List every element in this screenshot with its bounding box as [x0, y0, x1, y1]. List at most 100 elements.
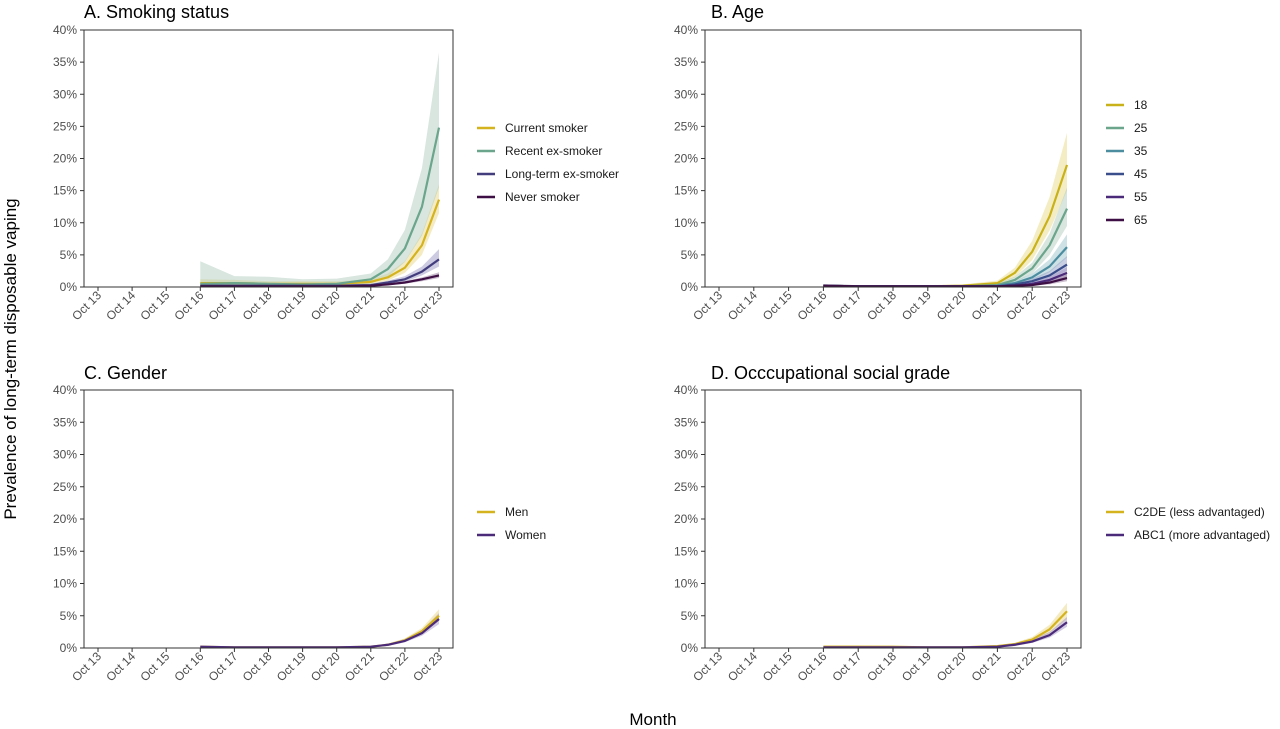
x-tick-label: Oct 20: [934, 288, 969, 323]
y-tick-label: 5%: [60, 609, 78, 623]
series-line: [823, 276, 1068, 288]
x-tick-label: Oct 19: [899, 288, 934, 323]
x-tick-label: Oct 18: [240, 288, 275, 323]
x-tick-label: Oct 15: [137, 649, 172, 684]
panels-group: A. Smoking status 0% 5% 10% 15% 20% 25% 30% 35% 4…: [53, 2, 1270, 684]
series-line: [200, 127, 441, 286]
y-tick-label: 10%: [674, 577, 698, 591]
y-tick-label: 25%: [674, 480, 698, 494]
legend-label: 55: [1134, 190, 1148, 204]
y-tick-label: 35%: [674, 55, 698, 69]
panel-title: A. Smoking status: [84, 2, 229, 22]
legend-label: ABC1 (more advantaged): [1134, 528, 1270, 542]
panel-social-grade: D. Occcupational social grade 0% 5% 10% 15% 2…: [674, 363, 1270, 684]
confidence-band: [823, 267, 1067, 287]
panel-title: D. Occcupational social grade: [711, 363, 950, 383]
y-tick-label: 5%: [681, 609, 699, 623]
legend: Men Women: [477, 505, 546, 542]
x-tick-label: Oct 23: [410, 288, 445, 323]
legend: Current smoker Recent ex-smoker Long-term …: [477, 121, 619, 204]
y-tick-label: 30%: [53, 448, 77, 462]
legend-label: Long-term ex-smoker: [505, 167, 619, 181]
y-tick-label: 35%: [674, 415, 698, 429]
y-tick-label: 10%: [53, 577, 77, 591]
y-tick-label: 30%: [674, 448, 698, 462]
plot-frame: [83, 389, 454, 649]
legend-label: 18: [1134, 98, 1148, 112]
x-tick-label: Oct 22: [1003, 288, 1038, 323]
x-tick-label: Oct 20: [308, 288, 343, 323]
y-tick-label: 40%: [674, 23, 698, 37]
series-line: [200, 618, 440, 649]
y-tick-label: 20%: [674, 512, 698, 526]
plot-frame: [83, 29, 454, 288]
y-tick-label: 35%: [53, 55, 77, 69]
x-tick-label: Oct 23: [1038, 288, 1073, 323]
y-tick-label: 15%: [674, 544, 698, 558]
x-tick-label: Oct 22: [376, 649, 411, 684]
x-tick-label: Oct 18: [240, 649, 275, 684]
y-tick-label: 5%: [60, 248, 78, 262]
y-tick-label: 20%: [674, 152, 698, 166]
y-tick-label: 30%: [53, 87, 77, 101]
x-tick-label: Oct 17: [829, 288, 864, 323]
y-tick-label: 0%: [60, 280, 78, 294]
x-tick-label: Oct 17: [829, 649, 864, 684]
confidence-band: [200, 613, 439, 648]
panel-title: C. Gender: [84, 363, 167, 383]
x-tick-label: Oct 20: [308, 649, 343, 684]
legend: C2DE (less advantaged) ABC1 (more advanta…: [1106, 505, 1270, 542]
x-tick-label: Oct 21: [342, 288, 377, 323]
legend-label: Current smoker: [505, 121, 588, 135]
x-tick-label: Oct 16: [172, 649, 207, 684]
y-tick-label: 25%: [53, 480, 77, 494]
x-tick-label: Oct 16: [172, 288, 207, 323]
x-tick-label: Oct 21: [342, 649, 377, 684]
x-tick-label: Oct 17: [206, 288, 241, 323]
x-tick-label: Oct 14: [725, 288, 760, 323]
legend-label: 65: [1134, 213, 1148, 227]
y-tick-label: 35%: [53, 415, 77, 429]
y-tick-label: 25%: [674, 119, 698, 133]
x-tick-label: Oct 15: [137, 288, 172, 323]
y-tick-label: 20%: [53, 512, 77, 526]
y-tick-label: 20%: [53, 152, 77, 166]
x-tick-label: Oct 14: [725, 649, 760, 684]
y-tick-label: 15%: [53, 184, 77, 198]
y-tick-label: 10%: [674, 216, 698, 230]
x-tick-label: Oct 15: [760, 288, 795, 323]
confidence-band: [823, 187, 1067, 287]
legend-label: Recent ex-smoker: [505, 144, 602, 158]
x-tick-label: Oct 18: [864, 288, 899, 323]
y-tick-label: 30%: [674, 87, 698, 101]
x-tick-label: Oct 21: [969, 649, 1004, 684]
legend-label: 25: [1134, 121, 1148, 135]
y-tick-label: 0%: [60, 641, 78, 655]
plot-frame: [704, 29, 1082, 288]
x-tick-label: Oct 21: [969, 288, 1004, 323]
y-axis-title: Prevalence of long-term disposable vapin…: [1, 198, 20, 519]
legend-label: Men: [505, 505, 528, 519]
y-tick-label: 25%: [53, 119, 77, 133]
x-tick-label: Oct 19: [899, 649, 934, 684]
panel-title: B. Age: [711, 2, 764, 22]
y-tick-label: 15%: [674, 184, 698, 198]
plot-frame: [704, 389, 1082, 649]
x-tick-label: Oct 16: [795, 649, 830, 684]
y-tick-label: 40%: [674, 383, 698, 397]
confidence-band: [823, 132, 1067, 287]
x-tick-label: Oct 14: [103, 288, 138, 323]
x-tick-label: Oct 19: [274, 288, 309, 323]
x-tick-label: Oct 14: [103, 649, 138, 684]
legend-label: C2DE (less advantaged): [1134, 505, 1265, 519]
x-tick-label: Oct 22: [376, 288, 411, 323]
x-axis-title: Month: [629, 710, 676, 729]
y-tick-label: 15%: [53, 544, 77, 558]
series-line: [200, 614, 440, 649]
y-tick-label: 40%: [53, 383, 77, 397]
x-tick-label: Oct 23: [410, 649, 445, 684]
x-tick-label: Oct 23: [1038, 649, 1073, 684]
x-tick-label: Oct 16: [795, 288, 830, 323]
